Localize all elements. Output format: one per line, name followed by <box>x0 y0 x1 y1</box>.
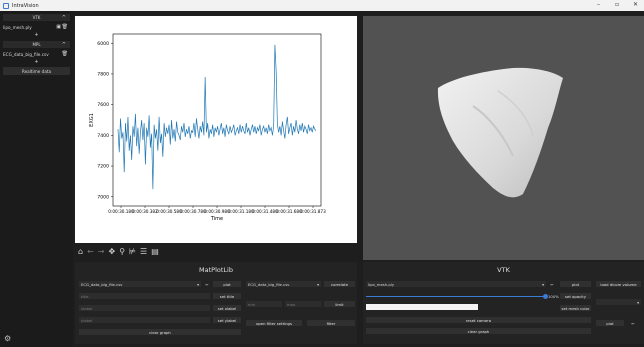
x-tick-label: 0:00:30.382 <box>132 209 158 214</box>
forward-icon[interactable]: → <box>97 246 105 256</box>
save-icon[interactable]: ▤ <box>151 246 159 256</box>
matplotlib-canvas[interactable]: 6000 7800 7600 7400 7200 7000 0:00:30.180 0:00:… <box>75 16 357 243</box>
opacity-slider-handle[interactable] <box>543 293 548 299</box>
x-tick-label: 0:00:31.180 <box>228 209 254 214</box>
mpl-section-header[interactable]: MPL ^ <box>3 41 70 48</box>
vtk-title: VTK <box>497 266 510 274</box>
mpl-file-item[interactable]: ECG_data_big_file.csv 🗑 <box>3 50 70 58</box>
set-opacity-button[interactable]: set opacity <box>560 293 591 299</box>
plot-toolbar: ⌂ ← → ✥ ⚲ ⊭ ☰ ▤ <box>75 245 357 257</box>
xlabel-input[interactable]: xlabel <box>79 305 210 311</box>
vtk-plot-button[interactable]: plot <box>560 281 591 287</box>
vtk-file-item[interactable]: lipo_mesh.ply ▣ 🗑 <box>3 23 70 31</box>
zoom-icon[interactable]: ⚲ <box>119 246 126 256</box>
y-tick-label: 7000 <box>97 194 109 200</box>
delete-icon[interactable]: 🗑 <box>61 51 68 57</box>
home-icon[interactable]: ⌂ <box>78 246 84 256</box>
limit-button[interactable]: limit <box>324 301 355 307</box>
pen-icon[interactable]: ✏ <box>550 281 554 287</box>
x-tick-label: 0:00:31.680 <box>276 209 302 214</box>
edit-axis-icon[interactable]: ☰ <box>140 246 148 256</box>
subplots-icon[interactable]: ⊭ <box>129 246 137 256</box>
vtk-section-header[interactable]: VTK ^ <box>3 14 70 21</box>
plot-frame <box>112 33 322 207</box>
clear-graph-button[interactable]: clear graph <box>79 329 241 335</box>
vtk-file-name: lipo_mesh.ply <box>3 24 32 30</box>
back-icon[interactable]: ← <box>87 246 94 256</box>
minimize-button[interactable]: – <box>597 1 600 8</box>
correlate-button[interactable]: correlate <box>324 281 355 287</box>
add-vtk-button[interactable]: + <box>34 32 39 38</box>
x-tick-label: 0:00:30.180 <box>108 209 134 214</box>
filter-button[interactable]: filter <box>307 320 355 326</box>
save-icon[interactable]: ▣ <box>56 24 61 30</box>
correlate-file-select[interactable]: ECG_data_big_file.csv ▾ <box>246 281 321 287</box>
collapse-icon[interactable]: ^ <box>61 14 66 21</box>
x-axis-label: Time <box>210 216 223 222</box>
delete-icon[interactable]: 🗑 <box>61 24 68 30</box>
set-ylabel-button[interactable]: set ylabel <box>213 317 241 323</box>
x-tick-label: 0:00:30.780 <box>180 209 206 214</box>
set-title-button[interactable]: set title <box>213 293 241 299</box>
set-xlabel-button[interactable]: set xlabel <box>213 305 241 311</box>
y-tick-label: 7400 <box>97 133 109 139</box>
min-input[interactable]: min <box>246 301 282 307</box>
maximize-button[interactable]: ▫ <box>615 1 620 8</box>
set-mesh-color-button[interactable]: set mesh color <box>560 305 591 311</box>
reset-camera-button[interactable]: reset camera <box>366 317 591 323</box>
add-mpl-button[interactable]: + <box>34 59 39 65</box>
realtime-data-button[interactable]: Realtime data <box>3 67 70 75</box>
y-tick-label: 6000 <box>97 41 109 47</box>
collapse-icon[interactable]: ^ <box>61 41 66 48</box>
x-tick-label: 0:00:30.980 <box>204 209 230 214</box>
y-axis-label: EXG1 <box>89 113 95 127</box>
open-filter-settings-button[interactable]: open filter settings <box>246 320 302 326</box>
title-bar: IntraVision – ▫ ✕ <box>0 0 644 11</box>
pen-icon[interactable]: ✏ <box>631 320 635 326</box>
vtk-clear-graph-button[interactable]: clear graph <box>366 328 591 334</box>
matplotlib-title: MatPlotLib <box>199 266 233 274</box>
max-input[interactable]: max <box>285 301 321 307</box>
vtk-file-select[interactable]: lipo_mesh.ply ▾ <box>366 281 546 287</box>
volume-select[interactable]: ▾ <box>596 299 641 305</box>
x-tick-label: 0:00:31.480 <box>252 209 278 214</box>
settings-gear-icon[interactable]: ⚙ <box>4 334 12 343</box>
matplotlib-controls: MatPlotLib ECG_data_big_file.csv ▾ ✏ plot… <box>75 262 357 344</box>
x-tick-label: 0:00:31.873 <box>300 209 326 214</box>
mpl-file-name: ECG_data_big_file.csv <box>3 51 49 57</box>
y-tick-label: 7200 <box>97 164 109 170</box>
x-tick-label: 0:00:30.580 <box>156 209 182 214</box>
volume-plot-button[interactable]: plot <box>596 320 624 326</box>
vtk-controls: VTK lipo_mesh.ply ▾ ✏ plot load dicom vol… <box>363 262 644 344</box>
vtk-section-title: VTK <box>32 15 41 20</box>
pen-icon[interactable]: ✏ <box>205 281 209 287</box>
load-dicom-volume-button[interactable]: load dicom volume <box>596 281 641 287</box>
mpl-file-select[interactable]: ECG_data_big_file.csv ▾ <box>79 281 201 287</box>
ylabel-input[interactable]: ylabel <box>79 317 210 323</box>
opacity-slider[interactable] <box>366 293 548 299</box>
y-tick-label: 7800 <box>97 72 109 78</box>
window-title: IntraVision <box>12 2 39 9</box>
opacity-value: 100% <box>548 293 559 299</box>
plot-button[interactable]: plot <box>213 281 241 287</box>
vtk-render-window[interactable] <box>363 16 644 260</box>
series-line <box>117 44 317 190</box>
line-chart: 6000780076007400720070000:00:30.1800:00:… <box>89 33 326 222</box>
sidebar: VTK ^ lipo_mesh.ply ▣ 🗑 + MPL ^ ECG_data… <box>0 11 73 347</box>
mesh-render <box>437 67 563 198</box>
y-tick-label: 7600 <box>97 102 109 108</box>
title-input[interactable]: title <box>79 293 210 299</box>
app-icon <box>3 2 9 9</box>
mpl-section-title: MPL <box>32 42 41 47</box>
close-button[interactable]: ✕ <box>633 1 639 8</box>
pan-icon[interactable]: ✥ <box>108 246 116 256</box>
mesh-color-swatch[interactable] <box>366 304 478 310</box>
